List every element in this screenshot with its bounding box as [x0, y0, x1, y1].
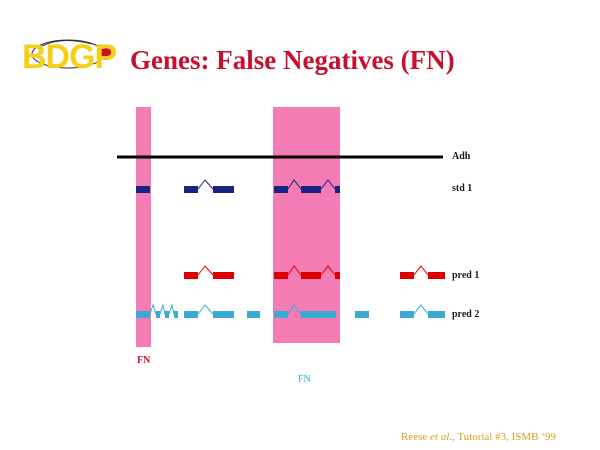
pred2-exon [213, 311, 234, 318]
pred2-exon [165, 311, 169, 318]
pred2-intron [413, 304, 429, 315]
pred2-exon [247, 311, 260, 318]
fn-highlight-center [273, 107, 340, 343]
std1-intron [197, 179, 214, 190]
page-title: Genes: False Negatives (FN) [130, 45, 455, 75]
pred1-exon [184, 272, 198, 279]
std1-track [136, 179, 340, 193]
pred1-exon [274, 272, 288, 279]
pred1-intron [320, 265, 336, 276]
pred2-intron [149, 303, 157, 315]
std1-exon [184, 186, 198, 193]
pred2-exon [428, 311, 445, 318]
pred1-intron [287, 265, 302, 276]
citation: Reese et al., Tutorial #3, ISMB ‘99 [401, 431, 556, 443]
pred1-exon [428, 272, 445, 279]
pred1-exon [400, 272, 414, 279]
pred1-track [184, 265, 445, 279]
fly-eye-icon [100, 48, 112, 60]
pred1-intron [197, 265, 214, 276]
std1-intron [287, 179, 302, 190]
pred1-exon [301, 272, 321, 279]
pred2-exon [136, 311, 150, 318]
fn-highlight-left [136, 107, 151, 347]
pred2-exon [274, 311, 288, 318]
track-label-pred1: pred 1 [452, 270, 480, 281]
std1-exon [213, 186, 234, 193]
citation-rest: , Tutorial #3, ISMB ‘99 [452, 431, 556, 443]
pred2-exon [184, 311, 198, 318]
citation-etal: et al. [430, 431, 453, 443]
pred2-exon [156, 311, 160, 318]
pred2-intron [168, 303, 175, 315]
citation-author: Reese [401, 431, 431, 443]
std1-exon [301, 186, 321, 193]
track-label-std1: std 1 [452, 183, 473, 194]
track-label-pred2: pred 2 [452, 309, 480, 320]
std1-exon [335, 186, 340, 193]
bdgp-logo: BDGP [22, 36, 122, 80]
pred1-exon [213, 272, 234, 279]
fn-label-center: FN [298, 374, 311, 385]
pred2-exon [174, 311, 178, 318]
fn-label-left: FN [137, 355, 151, 366]
pred2-intron [197, 304, 214, 315]
std1-intron [320, 179, 336, 190]
logo-text: BDGP [22, 38, 117, 76]
pred2-intron [159, 303, 166, 315]
pred2-track [136, 303, 445, 318]
pred1-intron [413, 265, 429, 276]
std1-exon [274, 186, 288, 193]
pred2-exon [301, 311, 336, 318]
pred2-intron [287, 304, 302, 315]
std1-exon [136, 186, 150, 193]
pred2-exon [355, 311, 369, 318]
pred1-exon [335, 272, 340, 279]
track-label-adh: Adh [452, 151, 471, 162]
pred2-exon [400, 311, 414, 318]
